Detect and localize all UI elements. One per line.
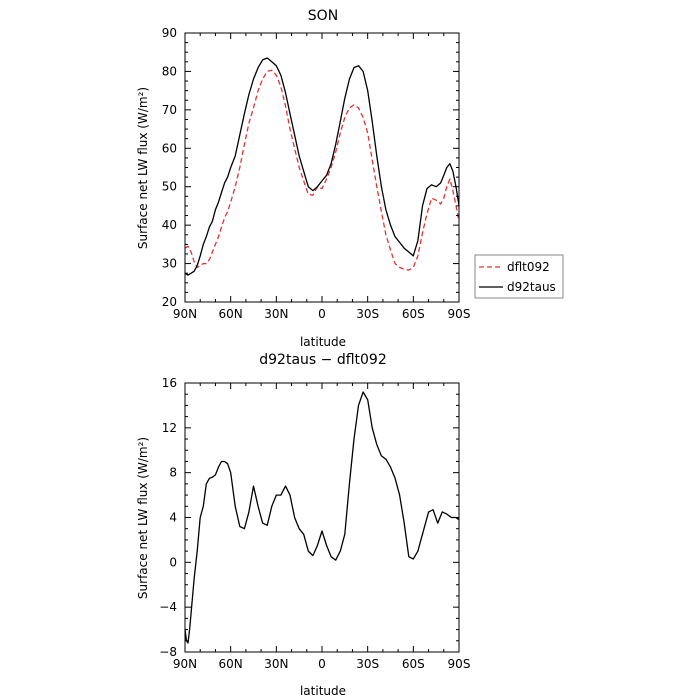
y-tick-label: 4 xyxy=(169,511,177,525)
y-tick-label: 90 xyxy=(162,26,177,40)
x-tick-label: 30S xyxy=(356,307,379,321)
y-tick-label: 40 xyxy=(162,218,177,232)
x-tick-label: 30N xyxy=(264,307,288,321)
y-tick-label: 0 xyxy=(169,555,177,569)
x-tick-label: 90N xyxy=(173,307,197,321)
y-tick-label: 50 xyxy=(162,180,177,194)
x-tick-label: 60S xyxy=(402,657,425,671)
y-ticks: −8 −4 0 4 8 12 16 xyxy=(159,376,459,659)
x-tick-label: 30N xyxy=(264,657,288,671)
plot-frame xyxy=(184,382,460,653)
x-axis-label: latitude xyxy=(300,335,346,349)
y-tick-label: 12 xyxy=(162,421,177,435)
x-tick-label: 90S xyxy=(448,657,471,671)
plot-frame xyxy=(184,32,460,303)
x-tick-label: 60N xyxy=(219,657,243,671)
chart-difference: d92taus − dflt092 90N 60N 30N 0 30S 60S 90S −8… xyxy=(136,352,470,698)
x-tick-label: 60N xyxy=(219,307,243,321)
x-tick-label: 0 xyxy=(318,657,326,671)
y-axis-label: Surface net LW flux (W/m²) xyxy=(136,437,150,599)
y-axis-label: Surface net LW flux (W/m²) xyxy=(136,87,150,249)
series-line-d92taus xyxy=(184,57,460,276)
series-layer xyxy=(184,391,460,644)
x-tick-label: 0 xyxy=(318,307,326,321)
y-tick-label: 8 xyxy=(169,466,177,480)
chart-title: SON xyxy=(308,8,338,24)
chart-title: d92taus − dflt092 xyxy=(259,352,386,368)
y-tick-label: 70 xyxy=(162,103,177,117)
series-line-dflt092 xyxy=(184,69,460,271)
x-axis-label: latitude xyxy=(300,684,346,698)
y-tick-label: −8 xyxy=(159,645,177,659)
series-line-series-0 xyxy=(184,391,460,644)
y-tick-label: 30 xyxy=(162,257,177,271)
series-layer xyxy=(184,57,460,276)
y-tick-label: 60 xyxy=(162,141,177,155)
y-tick-label: 16 xyxy=(162,376,177,390)
y-tick-label: 20 xyxy=(162,295,177,309)
x-tick-label: 90S xyxy=(448,307,471,321)
y-ticks: 20 30 40 50 60 70 80 90 xyxy=(162,26,459,309)
chart-son: SON 90N 60N 30N 0 30S 60S 90S 2030405060708090… xyxy=(136,8,564,349)
legend-box xyxy=(474,254,564,299)
x-tick-label: 30S xyxy=(356,657,379,671)
x-tick-label: 90N xyxy=(173,657,197,671)
x-tick-label: 60S xyxy=(402,307,425,321)
x-ticks: 90N 60N 30N 0 30S 60S 90S xyxy=(173,33,471,321)
x-ticks: 90N 60N 30N 0 30S 60S 90S xyxy=(173,383,471,671)
y-tick-label: −4 xyxy=(159,600,177,614)
y-tick-label: 80 xyxy=(162,64,177,78)
legend-label-dflt092: dflt092 xyxy=(507,260,550,274)
legend-label-d92taus: d92taus xyxy=(507,280,556,294)
legend: dflt092 d92taus xyxy=(474,254,564,299)
